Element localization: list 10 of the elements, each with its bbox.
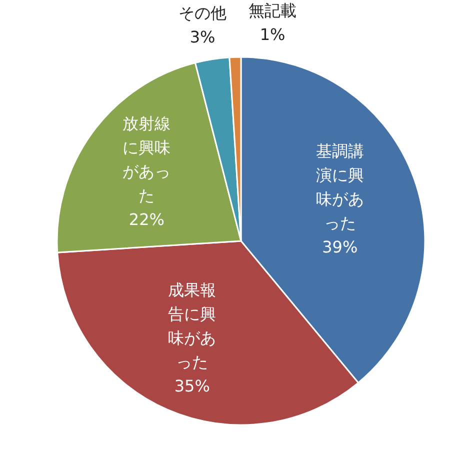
slice-label: 成果報告に興味があった <box>168 280 216 371</box>
data-label: 39% <box>322 237 358 256</box>
data-label: 3% <box>190 27 216 46</box>
slice-label: 放射線に興味があった <box>122 114 171 205</box>
data-label: 1% <box>260 24 286 44</box>
slice-label: 無記載 <box>248 0 297 20</box>
data-label: 22% <box>128 210 164 229</box>
slice-label: その他 <box>178 3 227 22</box>
data-label: 35% <box>174 376 210 395</box>
slice-label: 基調講演に興味があった <box>316 141 364 232</box>
